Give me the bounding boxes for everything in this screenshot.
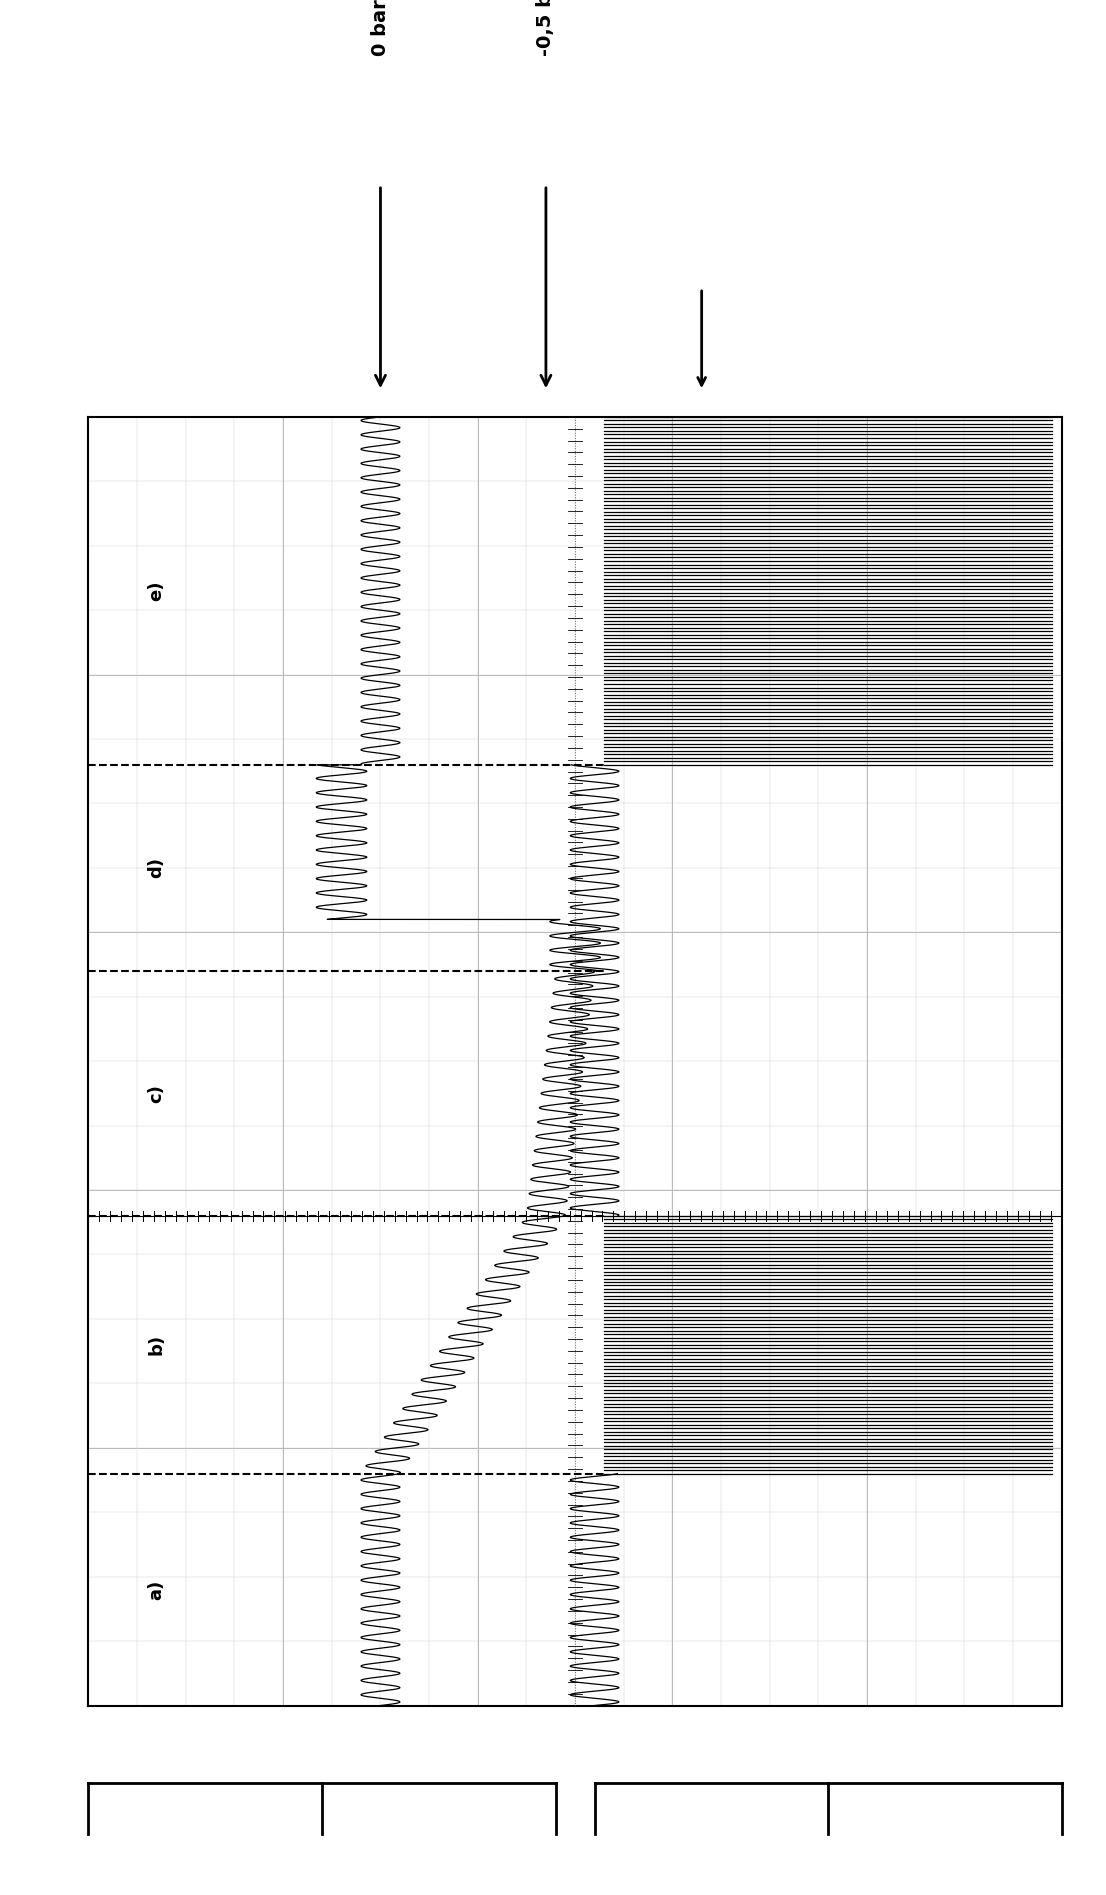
Text: 0 bar: 0 bar xyxy=(371,0,390,57)
Text: -0,5 bar: -0,5 bar xyxy=(536,0,555,57)
Text: d): d) xyxy=(147,857,166,879)
Text: a): a) xyxy=(147,1579,166,1599)
Text: b): b) xyxy=(147,1334,166,1355)
Text: c): c) xyxy=(147,1084,166,1103)
Text: e): e) xyxy=(147,580,166,601)
